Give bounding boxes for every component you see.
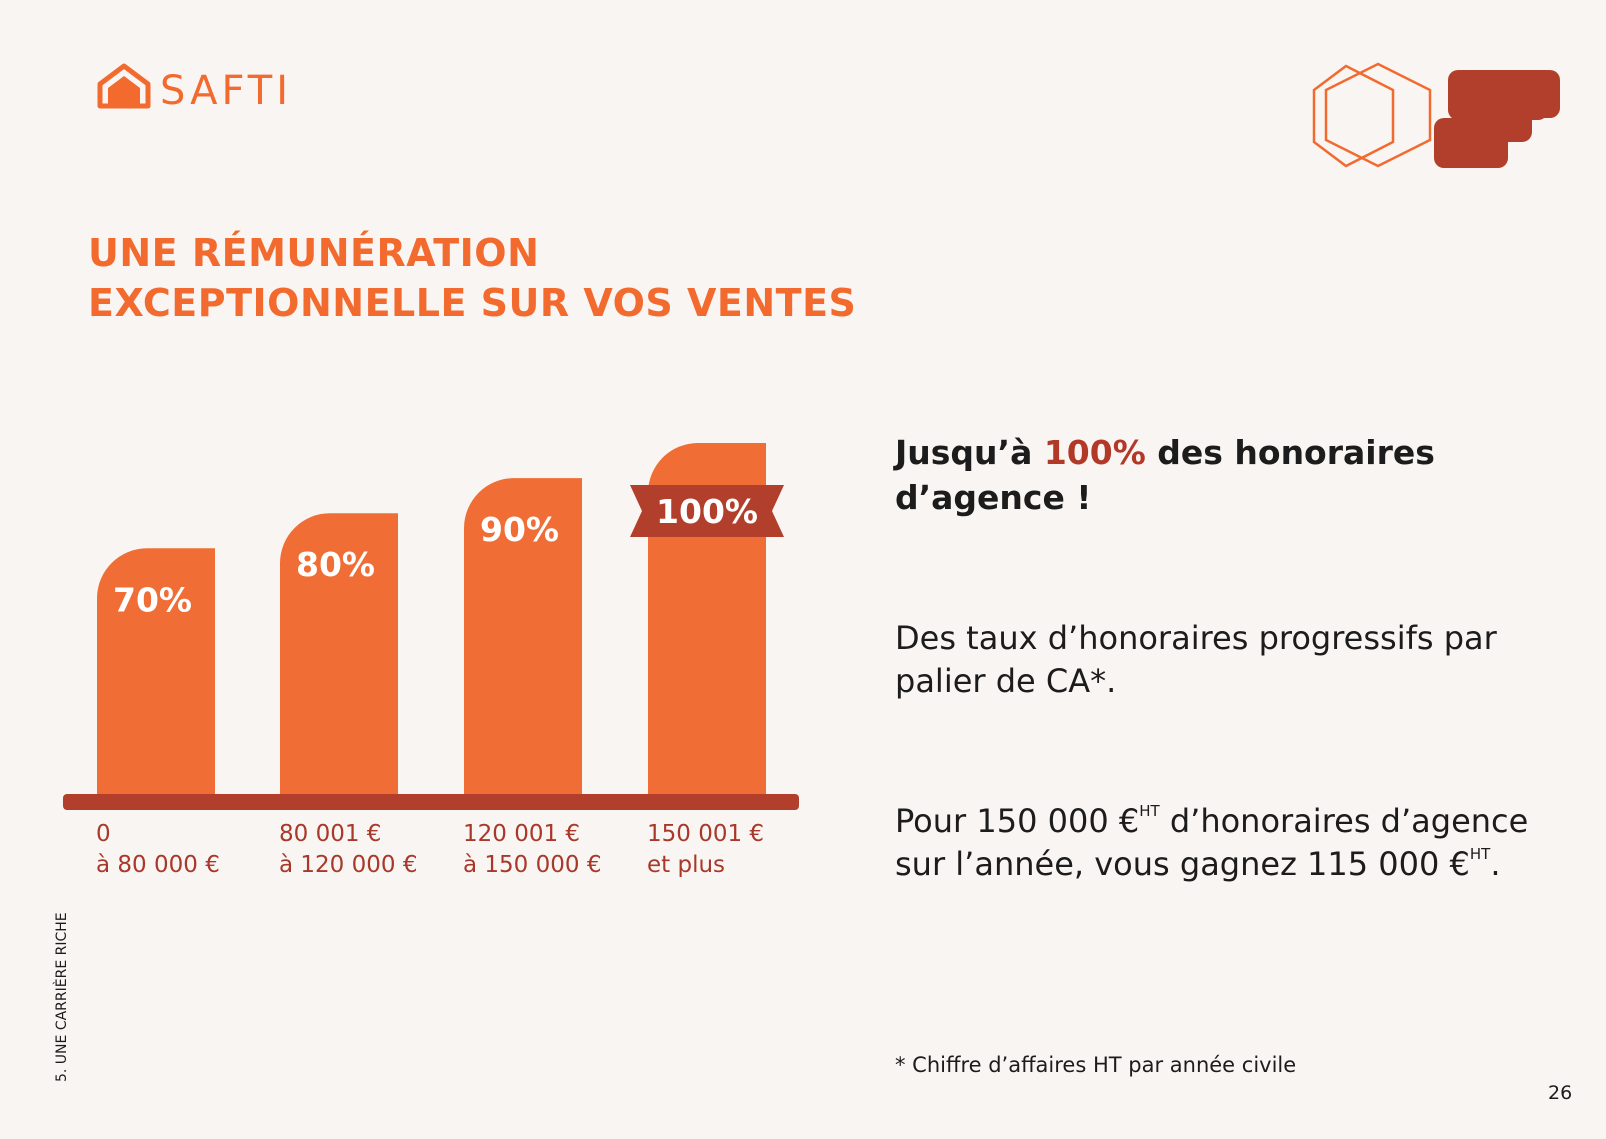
decor-hexagons bbox=[1312, 62, 1432, 168]
paragraph-text: d’honoraires d’agence bbox=[1159, 802, 1529, 840]
ribbon bbox=[630, 485, 784, 537]
bar bbox=[280, 513, 398, 794]
heading-text: Jusqu’à bbox=[895, 433, 1044, 472]
paragraph-text: . bbox=[1490, 845, 1501, 883]
bar bbox=[464, 478, 582, 794]
category-label: et plus bbox=[647, 852, 725, 878]
page-number: 26 bbox=[1548, 1082, 1573, 1104]
category-label: à 80 000 € bbox=[96, 852, 220, 878]
heading-text: d’agence ! bbox=[895, 478, 1092, 517]
paragraph-text: sur l’année, vous gagnez 115 000 € bbox=[895, 845, 1470, 883]
value-label: 70% bbox=[113, 580, 192, 619]
logo: SAFTI bbox=[97, 63, 292, 114]
decor-blocks bbox=[1434, 70, 1560, 168]
category-label: à 150 000 € bbox=[463, 852, 601, 878]
paragraph: Des taux d’honoraires progressifs par pal… bbox=[895, 617, 1497, 703]
logo-text: SAFTI bbox=[160, 68, 292, 114]
heading: Jusqu’à 100% des honoraires d’agence ! bbox=[895, 430, 1435, 520]
value-label: 100% bbox=[656, 492, 758, 531]
category-label: 120 001 € bbox=[463, 821, 580, 847]
footnote: * Chiffre d’affaires HT par année civile bbox=[895, 1053, 1297, 1077]
chart: 70% 0 à 80 000 € 80% 80 001 € à 120 000 € 90% 1… bbox=[63, 443, 799, 878]
superscript: HT bbox=[1139, 802, 1160, 820]
bar bbox=[97, 548, 215, 794]
paragraph-line: Des taux d’honoraires progressifs par bbox=[895, 619, 1497, 657]
title-line: UNE RÉMUNÉRATION bbox=[88, 231, 540, 275]
heading-text: des honoraires bbox=[1145, 433, 1435, 472]
superscript: HT bbox=[1469, 845, 1491, 863]
paragraph-text: Pour 150 000 € bbox=[895, 802, 1140, 840]
category-label: 80 001 € bbox=[279, 821, 381, 847]
heading-highlight: 100% bbox=[1043, 433, 1146, 472]
title: UNE RÉMUNÉRATION EXCEPTIONNELLE SUR VOS V… bbox=[88, 228, 856, 328]
paragraph-line: palier de CA*. bbox=[895, 662, 1117, 700]
section-label: 5. UNE CARRIÈRE RICHE bbox=[54, 912, 70, 1082]
baseline bbox=[63, 794, 799, 810]
title-line: EXCEPTIONNELLE SUR VOS VENTES bbox=[88, 281, 857, 325]
category-label: à 120 000 € bbox=[279, 852, 417, 878]
value-label: 80% bbox=[296, 545, 375, 584]
category-label: 150 001 € bbox=[647, 821, 764, 847]
value-label: 90% bbox=[480, 510, 559, 549]
category-label: 0 bbox=[96, 821, 111, 847]
paragraph: Pour 150 000 €HT d’honoraires d’agence su… bbox=[895, 800, 1528, 886]
